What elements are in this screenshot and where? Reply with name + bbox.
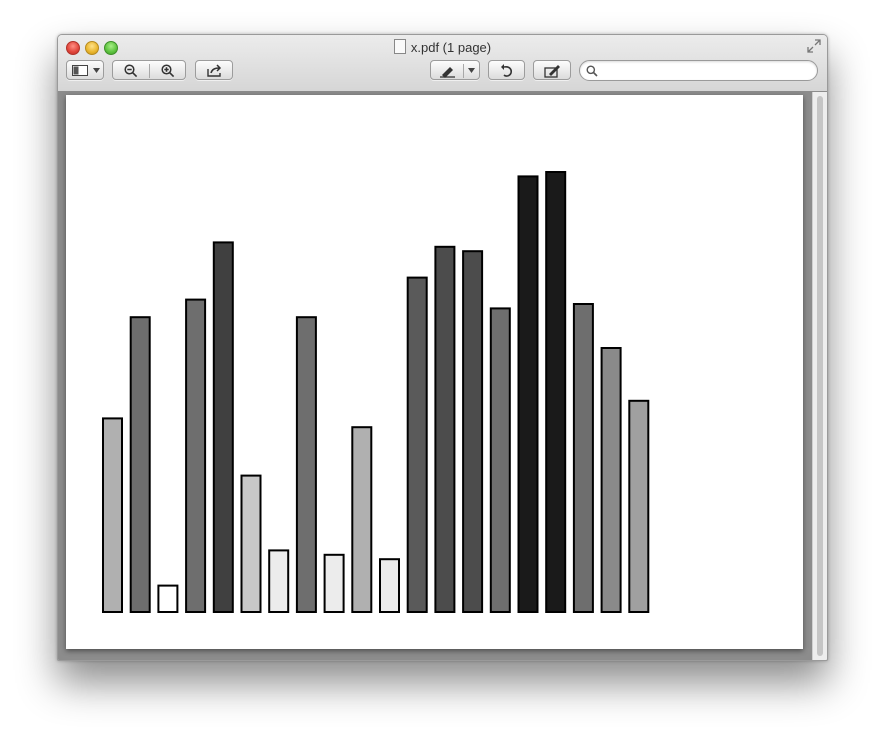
share-icon <box>207 64 222 77</box>
toolbar-divider <box>463 64 464 78</box>
bar-14 <box>462 250 484 613</box>
view-menu-button[interactable] <box>66 60 104 80</box>
edit-toolbar-button[interactable] <box>533 60 571 80</box>
rotate-icon <box>501 64 512 77</box>
zoom-in-button[interactable] <box>150 61 185 79</box>
chevron-down-icon <box>468 68 475 73</box>
share-button[interactable] <box>195 60 233 80</box>
titlebar: x.pdf (1 page) <box>58 35 827 92</box>
bar-3 <box>157 584 179 614</box>
preview-window: x.pdf (1 page) <box>57 34 828 661</box>
bar-2 <box>129 316 151 613</box>
bar-15 <box>489 307 511 613</box>
bar-19 <box>600 347 622 613</box>
vertical-scrollbar[interactable] <box>812 92 827 660</box>
search-field[interactable] <box>579 60 818 81</box>
document-area[interactable] <box>58 92 827 660</box>
zoom-out-button[interactable] <box>113 61 149 79</box>
bar-8 <box>295 316 317 613</box>
bar-10 <box>351 426 373 614</box>
bar-6 <box>240 474 262 613</box>
window-title-text: x.pdf (1 page) <box>410 40 492 55</box>
highlight-pen-icon <box>440 67 455 78</box>
zoom-control <box>112 60 186 80</box>
zoom-out-icon <box>124 64 138 78</box>
zoom-in-icon <box>161 64 175 78</box>
window-title: x.pdf (1 page) <box>58 39 827 55</box>
bar-1 <box>102 417 123 613</box>
pdf-page <box>66 95 803 649</box>
bar-4 <box>185 298 207 613</box>
search-icon <box>586 65 598 77</box>
bar-5 <box>212 241 234 613</box>
close-button[interactable] <box>66 41 80 55</box>
bar-11 <box>379 558 400 614</box>
chevron-down-icon <box>93 68 100 73</box>
scrollbar-thumb[interactable] <box>817 96 823 656</box>
bar-20 <box>628 399 650 613</box>
markup-button[interactable] <box>430 60 480 80</box>
bar-13 <box>434 245 456 614</box>
bar-9 <box>323 553 345 613</box>
bar-18 <box>572 303 594 613</box>
zoom-window-button[interactable] <box>104 41 118 55</box>
rotate-button[interactable] <box>488 60 525 80</box>
bar-12 <box>406 276 428 613</box>
fullscreen-icon[interactable] <box>807 39 821 53</box>
bar-7 <box>268 549 290 613</box>
search-input[interactable] <box>600 62 814 80</box>
bar-17 <box>545 171 567 613</box>
sidebar-icon <box>72 65 88 76</box>
minimize-button[interactable] <box>85 41 99 55</box>
toolbar-divider <box>149 64 150 78</box>
bar-16 <box>517 175 539 614</box>
edit-toolbar-icon <box>544 65 560 78</box>
document-icon <box>393 39 406 54</box>
bar-chart <box>102 171 650 614</box>
